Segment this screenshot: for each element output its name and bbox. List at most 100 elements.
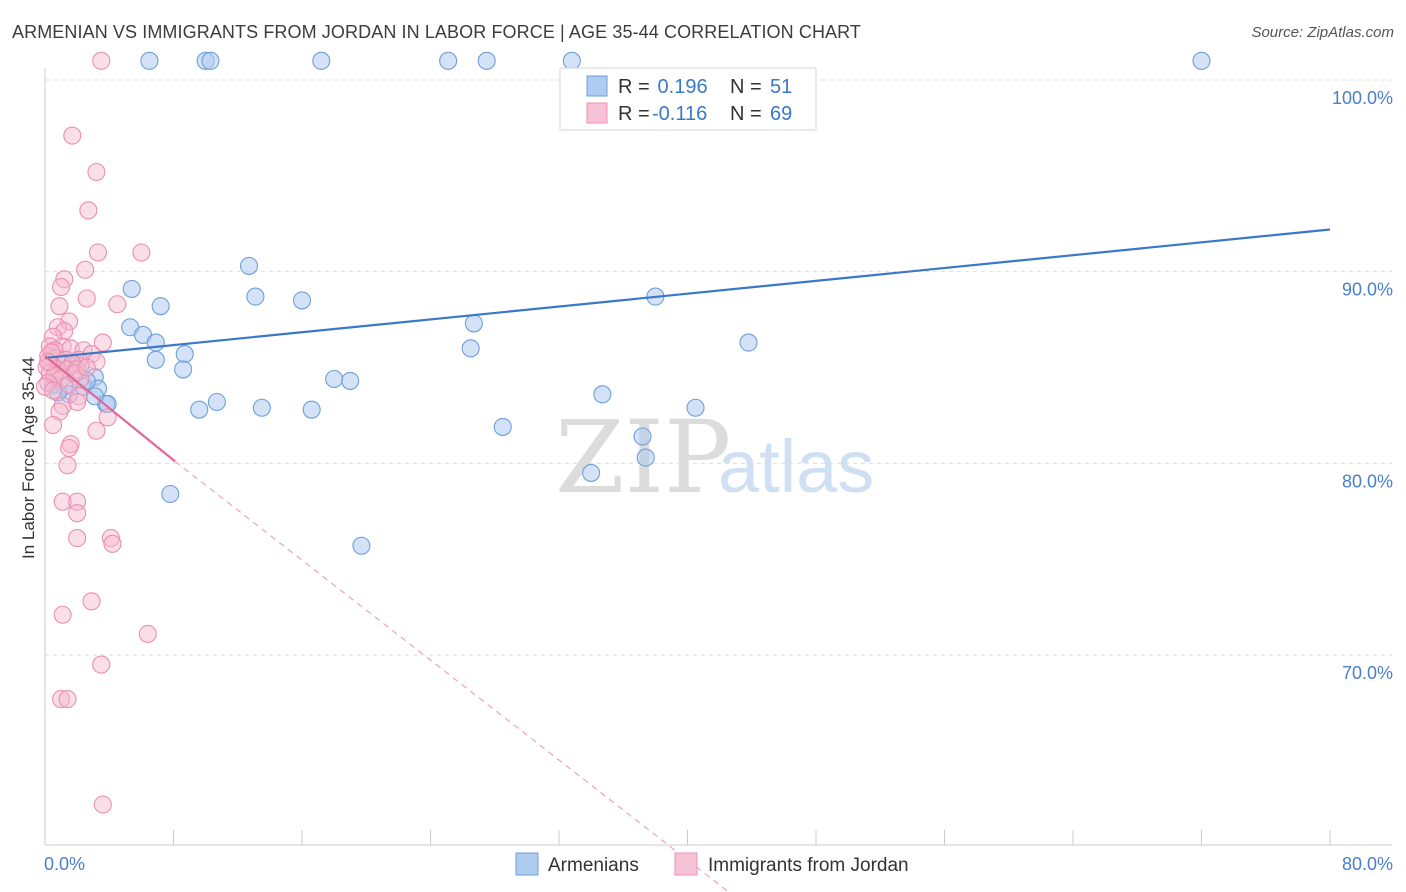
jordan-point	[43, 327, 63, 346]
armenians-point	[207, 392, 226, 412]
series-immigrants-from-jordan	[35, 51, 157, 814]
armenians-point	[464, 314, 483, 333]
series-legend: Armenians Immigrants from Jordan	[515, 852, 909, 876]
y-tick-label: 70.0%	[1342, 663, 1393, 683]
x-tick-label-max: 80.0%	[1342, 854, 1393, 874]
jordan-point	[53, 492, 72, 511]
armenians-point	[292, 291, 312, 310]
jordan-point	[60, 312, 79, 331]
bottom-legend-swatch-jordan	[674, 852, 698, 876]
tick-labels: 100.0% 90.0% 80.0% 70.0% 0.0% 80.0%	[44, 88, 1393, 874]
legend-swatch-jordan	[586, 102, 608, 124]
jordan-point	[77, 289, 96, 308]
armenians-point	[493, 417, 512, 436]
jordan-point	[76, 260, 95, 279]
axes	[44, 68, 1392, 846]
armenians-point	[190, 400, 209, 419]
jordan-point	[108, 295, 127, 314]
armenians-point	[636, 448, 655, 467]
legend-swatch-armenians	[586, 75, 608, 97]
jordan-point	[92, 51, 111, 70]
gridlines	[45, 79, 1392, 656]
jordan-point	[53, 396, 72, 415]
jordan-point	[98, 408, 117, 427]
jordan-point	[103, 534, 122, 553]
trend-line-jordan-extrapolated	[174, 460, 730, 892]
jordan-point	[63, 126, 82, 145]
jordan-point	[58, 690, 77, 709]
y-axis-label: In Labor Force | Age 35-44	[19, 357, 38, 559]
jordan-point	[87, 162, 106, 182]
armenians-point	[161, 484, 180, 504]
bottom-legend-swatch-armenians	[515, 852, 539, 876]
armenians-point	[439, 51, 458, 70]
y-tick-label: 100.0%	[1332, 88, 1393, 108]
legend-n-value-armenians: 51	[770, 76, 792, 98]
armenians-point	[302, 400, 321, 419]
legend-n-label-jordan: N =	[730, 103, 762, 125]
jordan-point	[52, 690, 71, 709]
armenians-point	[582, 463, 601, 482]
armenians-point	[312, 51, 331, 70]
armenians-point	[477, 51, 496, 70]
legend-r-value-jordan: -0.116	[652, 103, 707, 125]
jordan-point	[93, 795, 112, 814]
stats-legend: R = 0.196 N = 51 R = -0.116 N = 69	[559, 67, 817, 131]
bottom-legend-label-armenians: Armenians	[548, 855, 639, 876]
armenians-point	[246, 287, 265, 306]
x-tick-label-min: 0.0%	[44, 854, 85, 874]
trend-lines	[44, 228, 1331, 892]
chart-source: Source: ZipAtlas.com	[1251, 24, 1394, 41]
armenians-point	[739, 333, 758, 352]
jordan-point	[60, 438, 79, 458]
legend-n-value-jordan: 69	[770, 103, 792, 125]
armenians-point	[461, 339, 480, 358]
jordan-point	[52, 277, 71, 297]
jordan-point	[58, 456, 77, 475]
jordan-point	[50, 297, 69, 316]
armenians-point	[146, 350, 165, 369]
armenians-point	[686, 398, 705, 417]
jordan-point	[132, 243, 151, 262]
armenians-point	[175, 345, 194, 364]
armenians-point	[562, 51, 581, 70]
armenians-point	[252, 398, 271, 417]
armenians-point	[140, 51, 159, 70]
bottom-legend-label-jordan: Immigrants from Jordan	[708, 855, 909, 876]
jordan-point	[68, 392, 87, 412]
armenians-point	[633, 427, 652, 446]
jordan-point	[77, 358, 96, 377]
jordan-point	[138, 624, 157, 643]
jordan-point	[68, 529, 87, 548]
trend-line-armenians	[44, 228, 1331, 360]
armenians-point	[593, 385, 612, 404]
jordan-point	[82, 592, 101, 611]
y-tick-label: 90.0%	[1342, 280, 1393, 300]
armenians-point	[1192, 51, 1211, 70]
y-tick-label: 80.0%	[1342, 471, 1393, 491]
armenians-point	[239, 256, 259, 275]
jordan-point	[43, 381, 63, 400]
jordan-point	[43, 415, 63, 435]
jordan-point	[87, 421, 106, 440]
jordan-point	[88, 243, 108, 262]
jordan-point	[53, 605, 72, 624]
watermark-atlas: atlas	[718, 425, 874, 508]
jordan-point	[79, 201, 98, 220]
armenians-point	[352, 536, 371, 555]
trend-line-jordan	[44, 355, 176, 463]
armenians-point	[174, 360, 193, 379]
jordan-point	[92, 655, 111, 674]
legend-r-label-jordan: R =	[618, 103, 650, 125]
jordan-point	[55, 322, 74, 341]
armenians-point	[325, 369, 344, 389]
jordan-point	[39, 352, 58, 371]
armenians-point	[201, 51, 220, 70]
jordan-point	[68, 504, 87, 523]
armenians-point	[151, 297, 170, 316]
armenians-point	[122, 279, 141, 298]
legend-r-value-armenians: 0.196	[652, 76, 708, 98]
armenians-point	[341, 371, 360, 390]
chart-title: ARMENIAN VS IMMIGRANTS FROM JORDAN IN LA…	[12, 22, 862, 42]
